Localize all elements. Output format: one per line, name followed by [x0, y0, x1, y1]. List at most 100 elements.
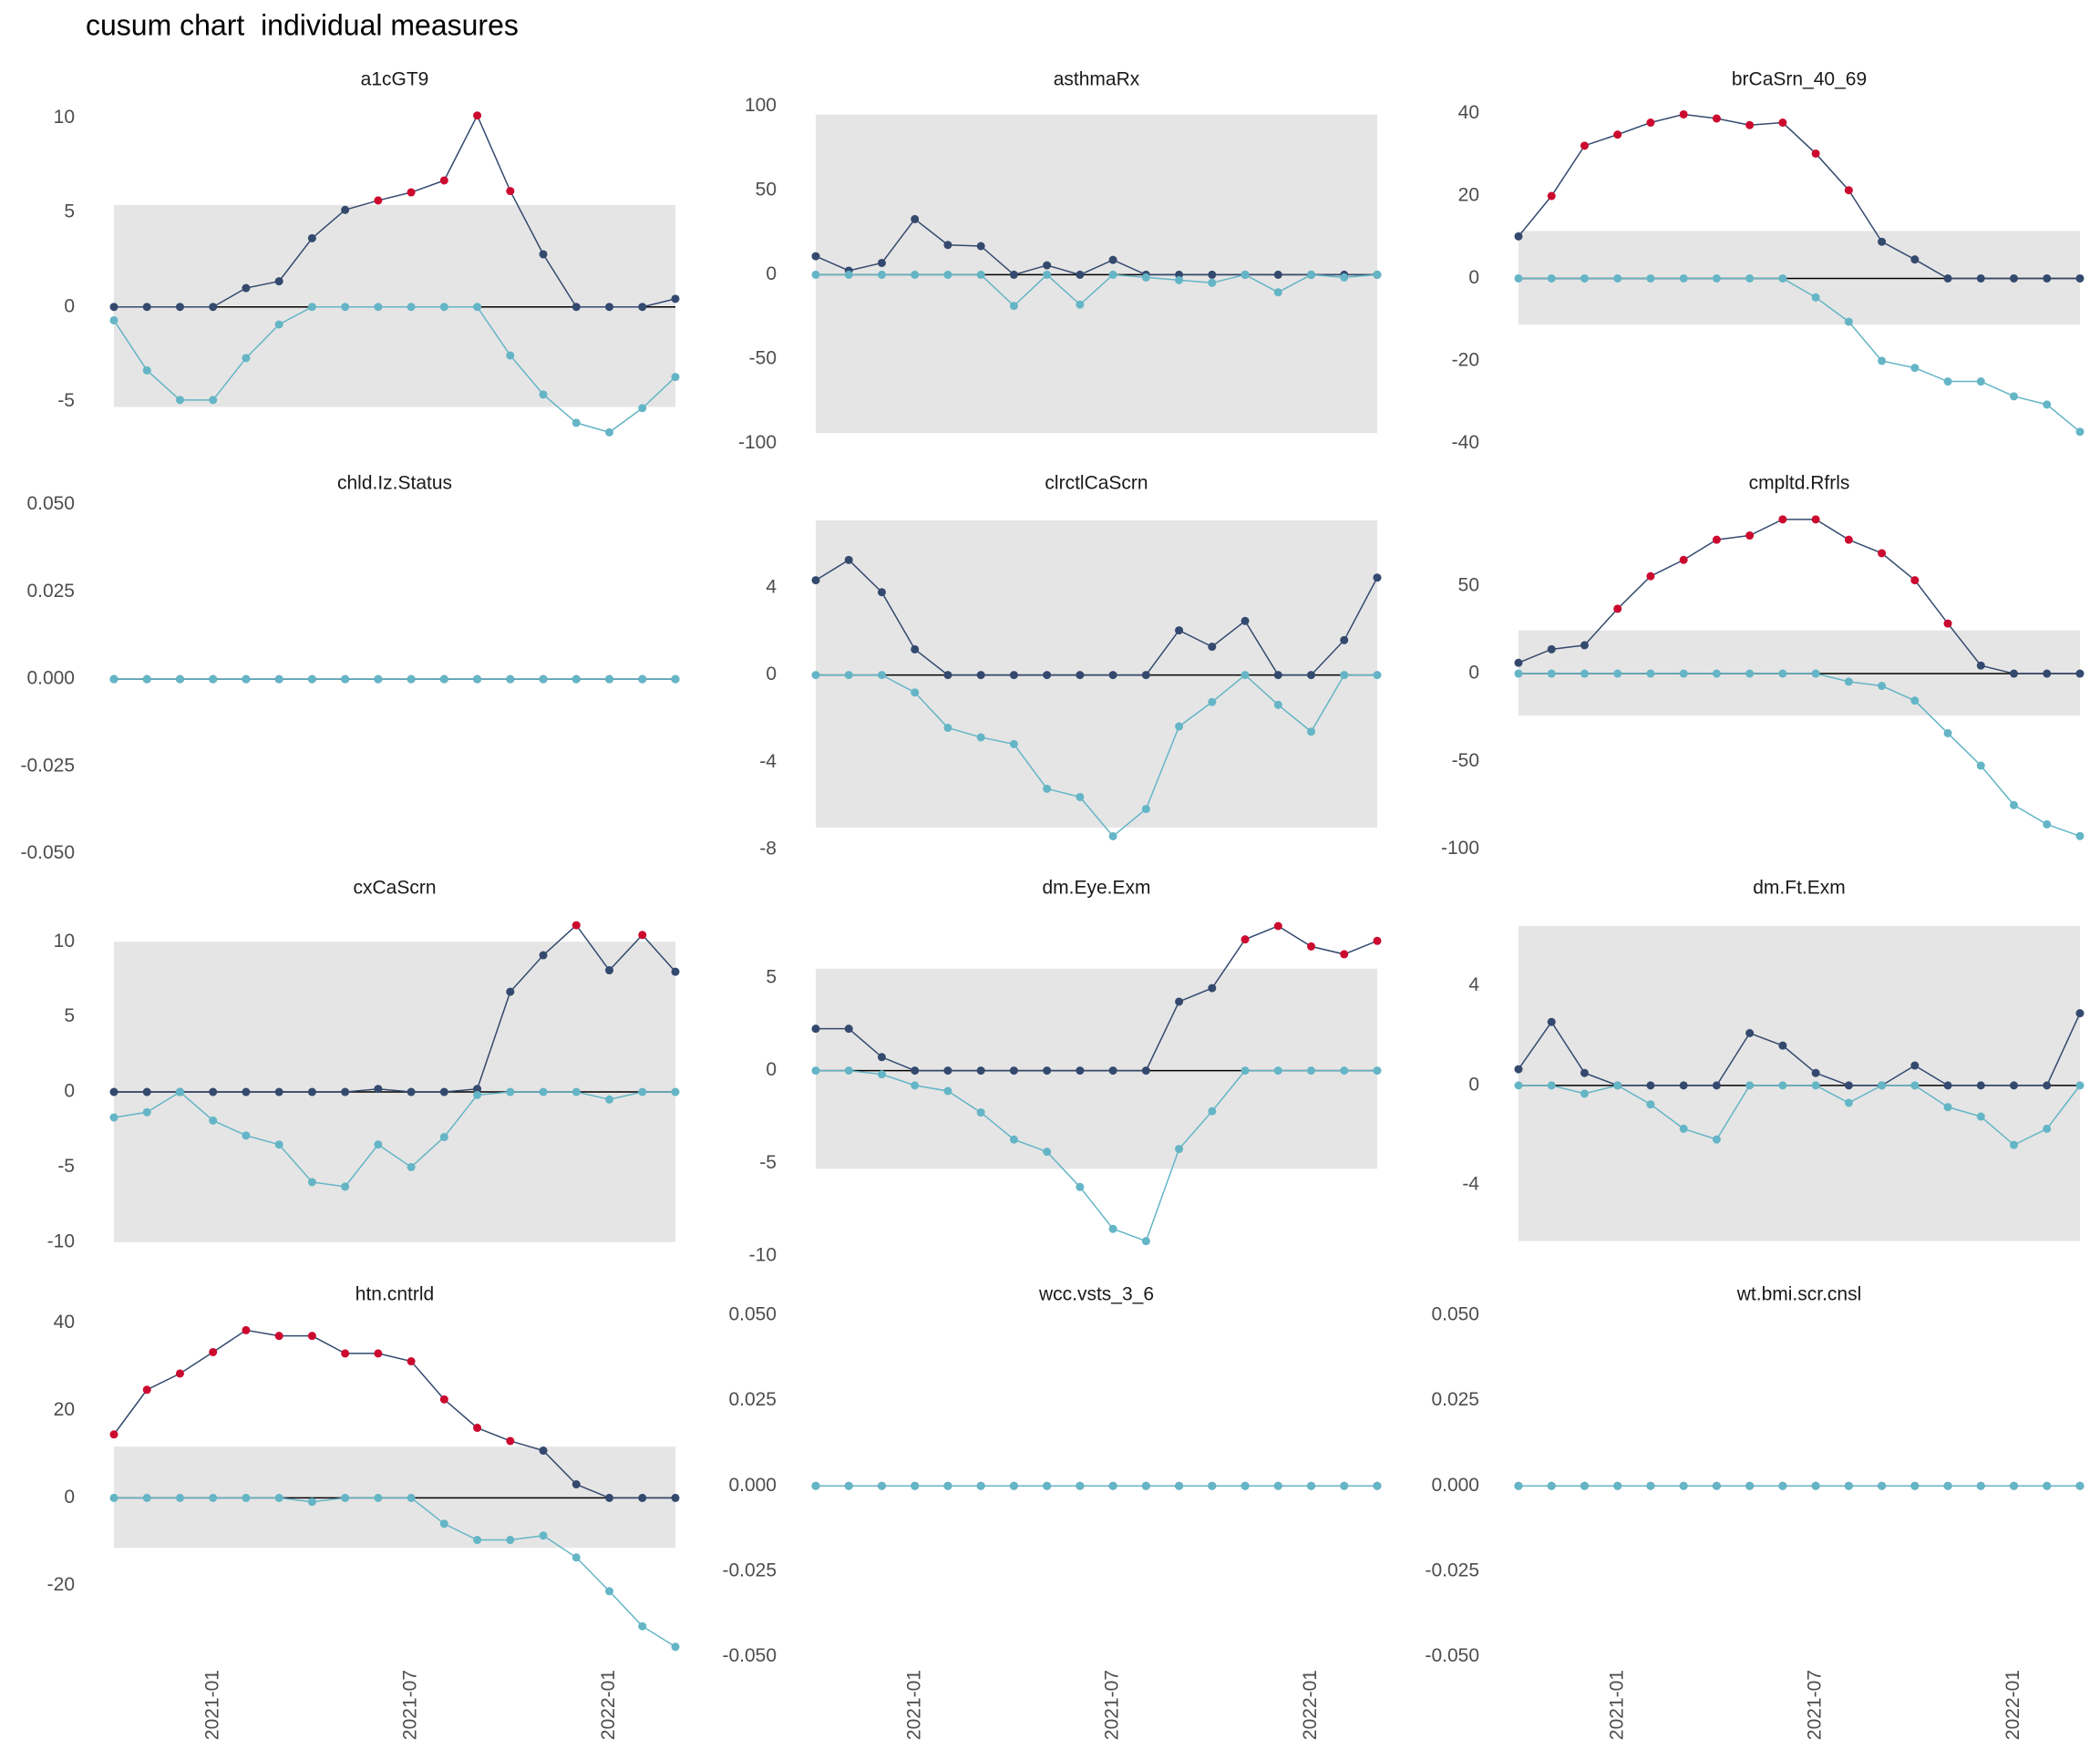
y-tick-label: -4 — [1462, 1174, 1479, 1195]
point — [1108, 831, 1117, 840]
point — [1108, 1066, 1117, 1076]
point — [307, 1178, 316, 1187]
point — [1646, 669, 1655, 678]
signal-point — [1373, 936, 1382, 945]
point — [1613, 273, 1622, 283]
point — [1307, 727, 1316, 736]
y-tick-label: 0.025 — [1431, 1389, 1479, 1410]
point — [1547, 1081, 1556, 1090]
signal-point — [473, 1424, 482, 1433]
point — [1514, 1481, 1523, 1490]
point — [1811, 1068, 1820, 1077]
point — [1679, 1481, 1688, 1490]
signal-point — [1547, 191, 1556, 201]
point — [1811, 293, 1820, 302]
point — [1943, 1081, 1952, 1090]
point — [1646, 1481, 1655, 1490]
point — [439, 303, 448, 312]
point — [1043, 261, 1052, 270]
point — [1340, 273, 1349, 282]
point — [2010, 273, 2019, 283]
point — [877, 1070, 886, 1079]
y-tick-label: 4 — [1468, 974, 1479, 995]
point — [1373, 1066, 1382, 1076]
point — [1878, 237, 1887, 246]
point — [209, 303, 218, 312]
point — [1976, 661, 1985, 670]
point — [506, 674, 515, 684]
y-tick-label: -5 — [759, 1152, 777, 1173]
point — [307, 674, 316, 684]
panel-title: htn.cntrld — [355, 1284, 434, 1305]
y-tick-label: 0 — [1468, 1074, 1479, 1095]
point — [1208, 697, 1217, 706]
point — [209, 1116, 218, 1125]
point — [605, 1587, 614, 1596]
y-tick-label: 0 — [64, 295, 75, 316]
signal-point — [1745, 531, 1755, 540]
point — [605, 1493, 614, 1502]
point — [539, 1531, 548, 1540]
point — [877, 588, 886, 597]
point — [473, 1090, 482, 1099]
y-tick-label: -100 — [1441, 838, 1479, 859]
point — [844, 1066, 853, 1076]
point — [1514, 1081, 1523, 1090]
point — [1208, 983, 1217, 993]
series-line — [816, 273, 1378, 307]
point — [1373, 671, 1382, 680]
point — [142, 674, 151, 684]
point — [175, 1493, 184, 1502]
point — [1076, 792, 1085, 801]
point — [1108, 1224, 1117, 1233]
point — [1240, 270, 1250, 279]
series-line — [816, 1069, 1377, 1242]
point — [1108, 255, 1117, 264]
point — [1340, 1066, 1349, 1076]
y-tick-label: 40 — [54, 1312, 75, 1333]
signal-point — [175, 1369, 184, 1378]
point — [1273, 700, 1282, 709]
panel-title: cxCaScrn — [353, 878, 436, 899]
point — [1712, 1135, 1721, 1144]
y-tick-label: -5 — [57, 390, 75, 411]
y-tick-label: 0 — [64, 1487, 75, 1508]
point — [1943, 377, 1952, 386]
point — [1307, 1066, 1316, 1076]
point — [175, 674, 184, 684]
point — [1240, 1066, 1250, 1076]
point — [605, 303, 614, 312]
point — [1009, 1481, 1018, 1490]
decision-interval — [1518, 926, 2080, 1241]
series-line — [1518, 113, 2080, 280]
point — [1910, 255, 1920, 264]
point — [1613, 1481, 1622, 1490]
point — [1340, 1481, 1349, 1490]
x-tick-label: 2022-01 — [1300, 1670, 1321, 1740]
point — [1613, 669, 1622, 678]
point — [976, 1108, 985, 1117]
point — [1580, 1089, 1589, 1098]
y-tick-label: -50 — [1452, 750, 1479, 771]
point — [1943, 1481, 1952, 1490]
point — [1340, 635, 1349, 644]
point — [1679, 1081, 1688, 1090]
y-tick-label: -100 — [738, 432, 777, 453]
point — [307, 303, 316, 312]
point — [1108, 270, 1117, 279]
point — [109, 1087, 118, 1096]
point — [142, 303, 151, 312]
point — [1076, 1066, 1085, 1076]
point — [1745, 1081, 1755, 1090]
y-tick-label: 5 — [766, 966, 777, 987]
point — [274, 320, 283, 329]
y-tick-label: -10 — [749, 1244, 777, 1265]
point — [407, 1087, 416, 1096]
point — [943, 241, 952, 250]
point — [1273, 1481, 1282, 1490]
y-tick-label: -5 — [57, 1156, 75, 1177]
point — [638, 1621, 647, 1631]
y-tick-label: 0.050 — [26, 493, 75, 514]
point — [1373, 573, 1382, 582]
point — [1844, 677, 1853, 686]
